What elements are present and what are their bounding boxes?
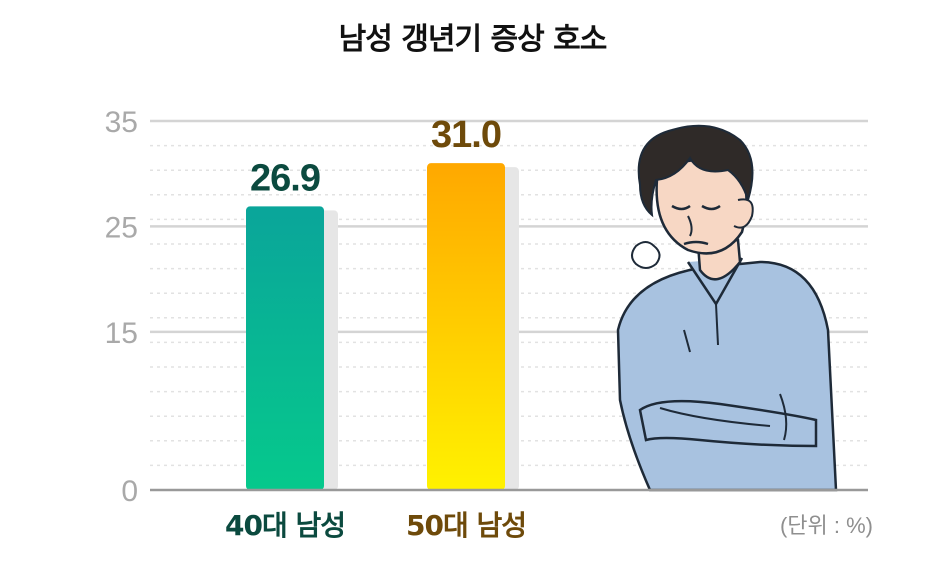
bar — [427, 163, 505, 490]
y-tick-label: 35 — [105, 106, 138, 139]
bar-value-label: 26.9 — [250, 157, 320, 199]
tired-man-arms-crossed-icon — [616, 124, 838, 492]
bars: 26.9 31.0 — [246, 114, 519, 490]
category-label: 40대 남성 — [225, 509, 345, 542]
y-axis-ticks: 0 15 25 35 — [105, 106, 138, 508]
category-labels: 40대 남성 50대 남성 — [225, 509, 527, 542]
y-tick-label: 25 — [105, 211, 138, 244]
bar — [246, 206, 324, 490]
y-tick-label: 0 — [121, 475, 138, 508]
chart-title: 남성 갱년기 증상 호소 — [338, 22, 608, 57]
bar-value-label: 31.0 — [431, 114, 501, 156]
category-label: 50대 남성 — [406, 509, 526, 542]
unit-label: (단위 : %) — [779, 513, 873, 538]
y-tick-label: 15 — [105, 317, 138, 350]
